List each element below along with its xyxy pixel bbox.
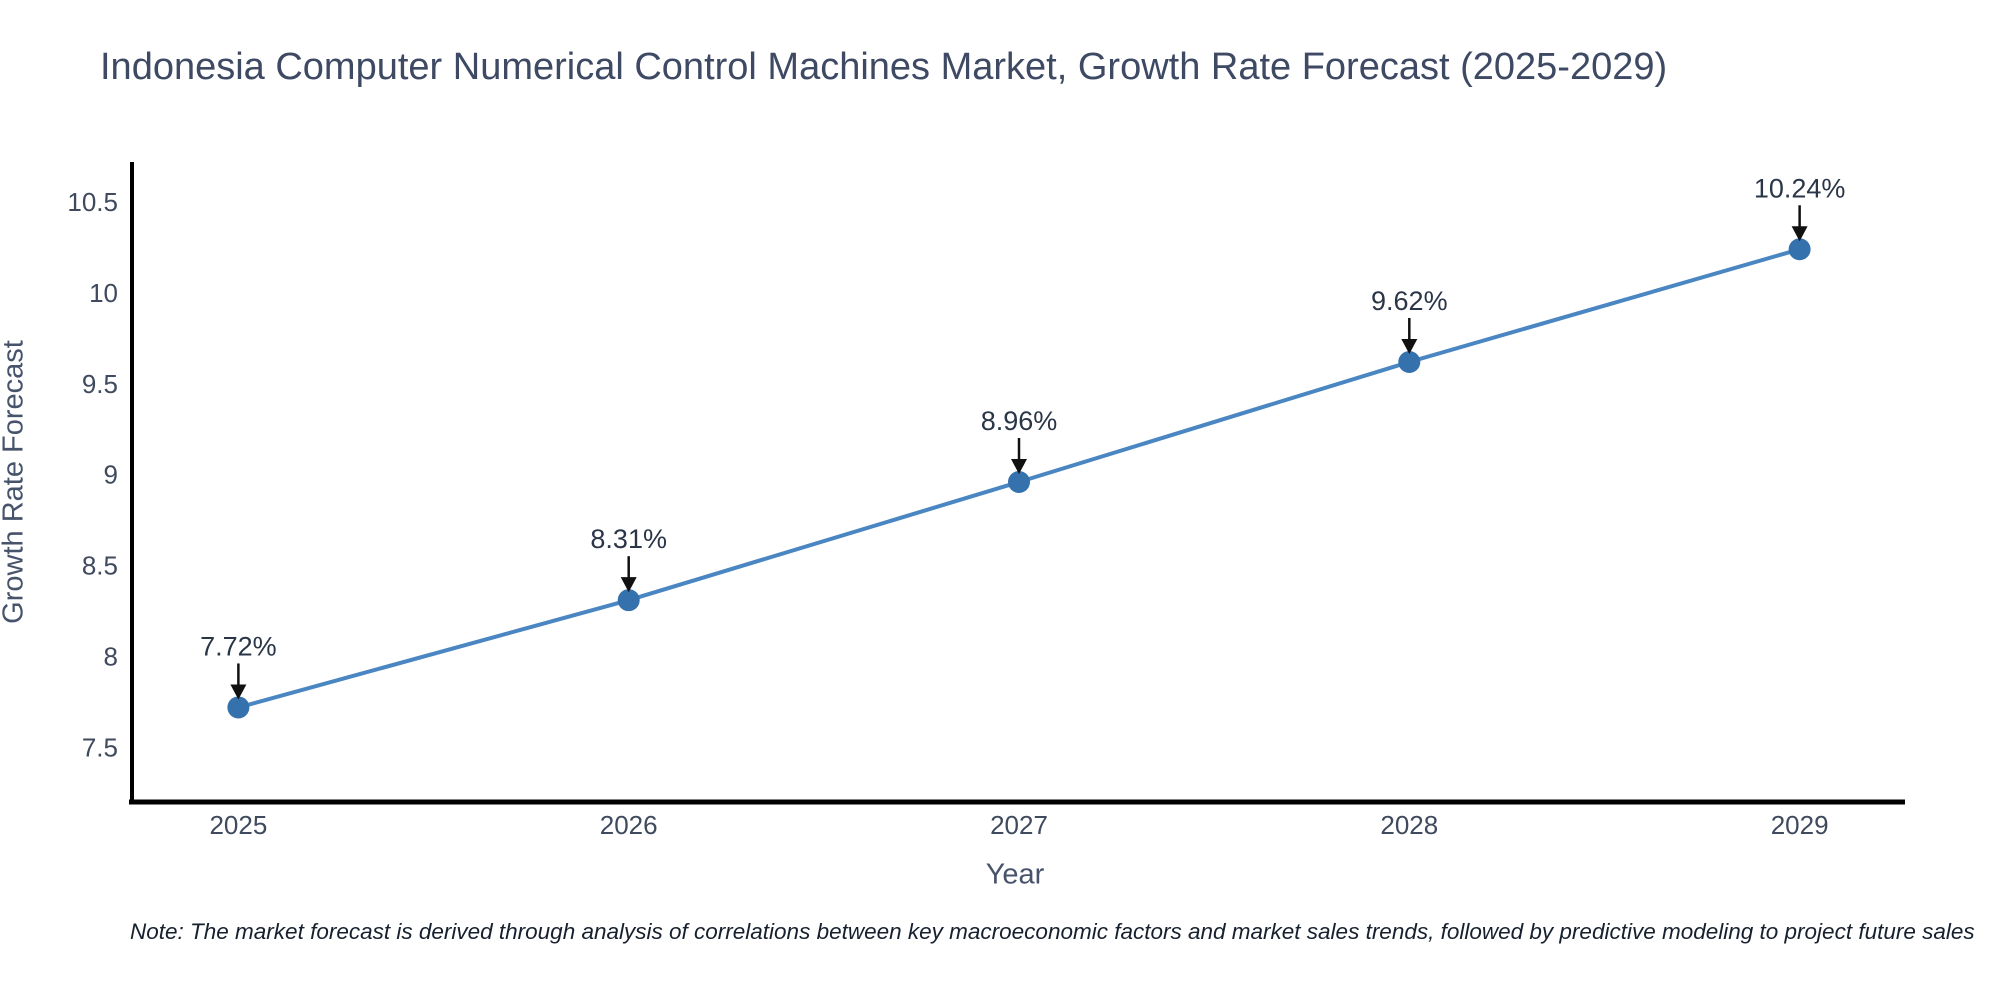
- y-axis-title: Growth Rate Forecast: [0, 340, 30, 624]
- y-tick-label: 9.5: [82, 369, 118, 399]
- annotation-arrowhead: [230, 684, 247, 700]
- data-point-marker: [1008, 471, 1030, 493]
- point-value-label: 10.24%: [1754, 173, 1846, 203]
- x-tick-label: 2026: [600, 810, 658, 840]
- data-point-marker: [227, 696, 250, 719]
- data-point-marker: [617, 589, 640, 612]
- annotation-arrowhead: [1011, 459, 1027, 474]
- data-point-marker: [1398, 351, 1421, 373]
- y-tick-label: 10: [89, 278, 118, 308]
- y-tick-label: 9: [104, 460, 118, 490]
- y-tick-label: 7.5: [82, 732, 118, 762]
- x-tick-label: 2025: [209, 810, 267, 840]
- point-value-label: 8.96%: [981, 406, 1058, 436]
- y-tick-label: 8: [104, 642, 118, 672]
- point-value-label: 9.62%: [1371, 286, 1448, 316]
- point-value-label: 8.31%: [590, 524, 667, 554]
- chart-title: Indonesia Computer Numerical Control Mac…: [100, 46, 1668, 88]
- x-axis-title: Year: [985, 858, 1045, 891]
- point-value-label: 7.72%: [200, 631, 277, 661]
- y-tick-label: 8.5: [82, 551, 118, 581]
- x-tick-label: 2027: [990, 810, 1048, 840]
- annotation-arrowhead: [620, 577, 637, 593]
- x-tick-label: 2028: [1380, 810, 1438, 840]
- footnote: Note: The market forecast is derived thr…: [130, 919, 1975, 944]
- y-tick-label: 10.5: [67, 187, 118, 217]
- annotation-arrowhead: [1401, 339, 1418, 354]
- annotation-arrowhead: [1791, 226, 1808, 242]
- x-tick-label: 2029: [1771, 810, 1829, 840]
- data-point-marker: [1788, 238, 1811, 261]
